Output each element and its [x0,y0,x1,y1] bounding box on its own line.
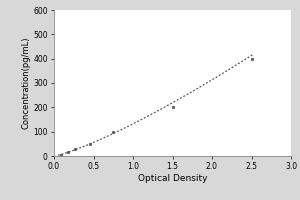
X-axis label: Optical Density: Optical Density [138,174,207,183]
Y-axis label: Concentration(pg/mL): Concentration(pg/mL) [21,37,30,129]
